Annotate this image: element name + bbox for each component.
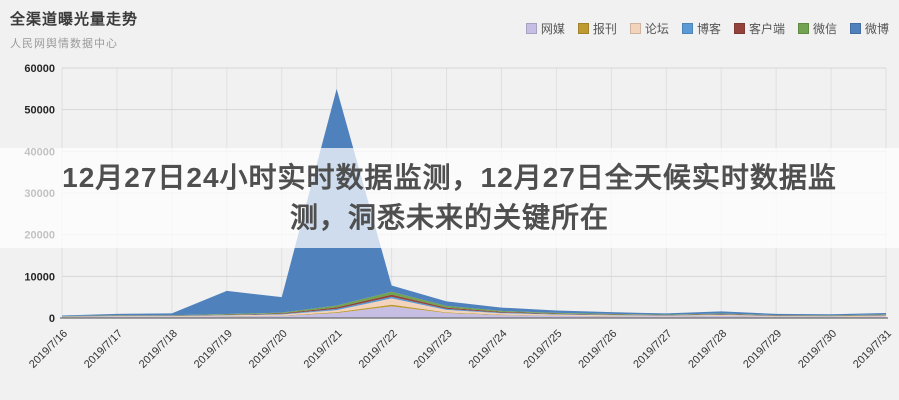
- y-axis-tick-label: 10000: [24, 271, 55, 283]
- legend-swatch-icon: [525, 23, 537, 34]
- chart-title: 全渠道曝光量走势: [10, 11, 139, 28]
- legend-swatch-icon: [577, 23, 589, 34]
- overlay-text-line2: 测，洞悉未来的关键所在: [289, 202, 609, 233]
- legend-swatch-icon: [849, 23, 861, 34]
- legend-item-博客: 博客: [681, 20, 721, 37]
- legend-label: 报刊: [592, 22, 617, 36]
- x-axis-tick-label: 2019/7/18: [137, 328, 180, 371]
- overlay-text-line1: 12月27日24小时实时数据监测，12月27日全天候实时数据监: [62, 162, 837, 193]
- x-axis-tick-label: 2019/7/19: [192, 328, 235, 371]
- legend-label: 微信: [812, 22, 837, 36]
- legend-item-网媒: 网媒: [525, 20, 565, 37]
- x-axis-tick-label: 2019/7/22: [357, 328, 400, 371]
- y-axis-tick-label: 50000: [24, 105, 55, 117]
- x-axis-tick-label: 2019/7/24: [466, 328, 509, 371]
- legend-label: 网媒: [540, 22, 565, 36]
- legend-item-论坛: 论坛: [629, 20, 669, 37]
- legend-label: 论坛: [644, 22, 669, 36]
- series-area-论坛: [62, 298, 886, 318]
- x-axis-tick-label: 2019/7/20: [247, 328, 290, 371]
- legend: 网媒 报刊 论坛 博客 客户端 微信 微博: [525, 20, 889, 37]
- series-area-网媒: [62, 306, 886, 318]
- legend-swatch-icon: [797, 23, 809, 34]
- watermark-overlay: 12月27日24小时实时数据监测，12月27日全天候实时数据监 测，洞悉未来的关…: [0, 148, 899, 248]
- legend-item-微信: 微信: [797, 20, 837, 37]
- legend-swatch-icon: [629, 23, 641, 34]
- legend-swatch-icon: [733, 23, 745, 34]
- x-axis-tick-label: 2019/7/30: [796, 328, 839, 371]
- x-axis-tick-label: 2019/7/28: [686, 328, 729, 371]
- legend-item-报刊: 报刊: [577, 20, 617, 37]
- x-axis-tick-label: 2019/7/23: [412, 328, 455, 371]
- y-axis-tick-label: 0: [49, 313, 55, 325]
- y-axis-tick-label: 60000: [24, 63, 55, 75]
- x-axis-tick-label: 2019/7/31: [851, 328, 894, 371]
- chart-header: 全渠道曝光量走势 人民网舆情数据中心: [10, 8, 138, 51]
- legend-item-客户端: 客户端: [733, 20, 785, 37]
- x-axis-tick-label: 2019/7/21: [302, 328, 345, 371]
- x-axis-tick-label: 2019/7/17: [82, 328, 125, 371]
- legend-label: 博客: [696, 22, 721, 36]
- x-axis-tick-label: 2019/7/16: [27, 328, 70, 371]
- legend-label: 微博: [864, 22, 889, 36]
- legend-item-微博: 微博: [849, 20, 889, 37]
- x-axis-tick-label: 2019/7/29: [741, 328, 784, 371]
- x-axis-tick-label: 2019/7/26: [576, 328, 619, 371]
- legend-swatch-icon: [681, 23, 693, 34]
- x-axis-tick-label: 2019/7/25: [521, 328, 564, 371]
- chart-subtitle: 人民网舆情数据中心: [10, 38, 118, 50]
- x-axis-tick-label: 2019/7/27: [631, 328, 674, 371]
- legend-label: 客户端: [748, 22, 785, 36]
